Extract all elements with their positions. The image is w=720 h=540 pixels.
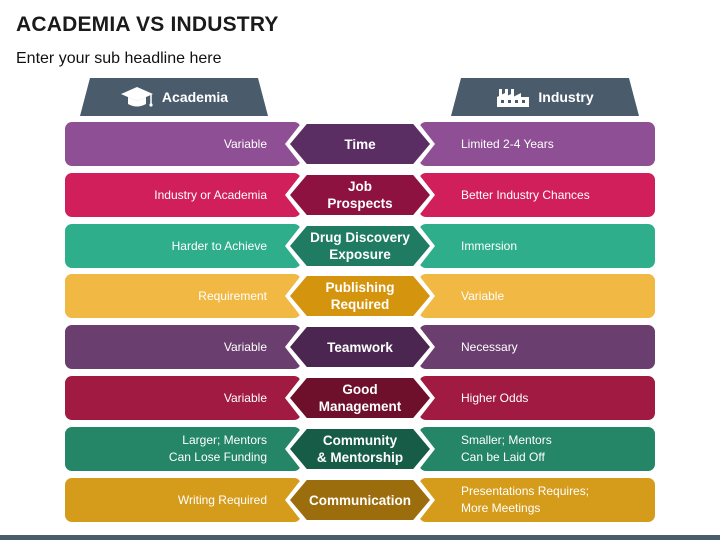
- industry-value: Limited 2-4 Years: [461, 136, 554, 151]
- industry-cell: Variable: [419, 274, 655, 318]
- academia-value: Larger; Mentors Can Lose Funding: [168, 433, 267, 464]
- comparison-row: Variable Higher Odds Good Management: [0, 375, 720, 421]
- academia-header-label: Academia: [161, 89, 229, 105]
- comparison-row: Industry or Academia Better Industry Chan…: [0, 172, 720, 218]
- category-label: Community & Mentorship: [290, 429, 430, 469]
- category-label: Drug Discovery Exposure: [290, 226, 430, 266]
- comparison-row: Variable Limited 2-4 Years Time: [0, 121, 720, 167]
- academia-cell: Requirement: [65, 274, 301, 318]
- academia-value: Industry or Academia: [154, 187, 267, 202]
- industry-cell: Higher Odds: [419, 376, 655, 420]
- academia-value: Variable: [223, 136, 267, 151]
- industry-value: Smaller; Mentors Can be Laid Off: [461, 433, 552, 464]
- industry-value: Higher Odds: [461, 390, 529, 405]
- industry-cell: Necessary: [419, 325, 655, 369]
- industry-cell: Better Industry Chances: [419, 173, 655, 217]
- academia-value: Variable: [223, 339, 267, 354]
- industry-header: Industry: [451, 78, 639, 116]
- category-hexagon: Job Prospects: [285, 172, 435, 218]
- academia-header: Academia: [80, 78, 268, 116]
- category-label: Teamwork: [290, 327, 430, 367]
- industry-value: Immersion: [461, 238, 518, 253]
- category-hexagon: Teamwork: [285, 324, 435, 370]
- academia-value: Variable: [223, 390, 267, 405]
- comparison-row: Harder to Achieve Immersion Drug Discovery…: [0, 223, 720, 269]
- industry-value: Presentations Requires; More Meetings: [461, 484, 590, 515]
- page-title: ACADEMIA VS INDUSTRY: [16, 13, 279, 36]
- comparison-row: Requirement Variable Publishing Required: [0, 273, 720, 319]
- page-subtitle: Enter your sub headline here: [16, 50, 222, 67]
- academia-value: Requirement: [198, 288, 267, 303]
- category-label: Publishing Required: [290, 276, 430, 316]
- category-label: Communication: [290, 480, 430, 520]
- category-hexagon: Time: [285, 121, 435, 167]
- category-label: Good Management: [290, 378, 430, 418]
- academia-cell: Larger; Mentors Can Lose Funding: [65, 427, 301, 471]
- industry-value: Better Industry Chances: [461, 187, 590, 202]
- academia-cell: Writing Required: [65, 478, 301, 522]
- category-label: Job Prospects: [290, 175, 430, 215]
- category-hexagon: Publishing Required: [285, 273, 435, 319]
- industry-cell: Smaller; Mentors Can be Laid Off: [419, 427, 655, 471]
- academia-cell: Variable: [65, 376, 301, 420]
- comparison-row: Larger; Mentors Can Lose Funding Smaller; …: [0, 426, 720, 472]
- academia-cell: Variable: [65, 325, 301, 369]
- industry-cell: Limited 2-4 Years: [419, 122, 655, 166]
- category-hexagon: Drug Discovery Exposure: [285, 223, 435, 269]
- category-hexagon: Community & Mentorship: [285, 426, 435, 472]
- footer-bar: [0, 535, 720, 540]
- category-label: Time: [290, 124, 430, 164]
- category-hexagon: Communication: [285, 477, 435, 523]
- academia-cell: Variable: [65, 122, 301, 166]
- comparison-row: Variable Necessary Teamwork: [0, 324, 720, 370]
- graduation-cap-icon: [120, 85, 154, 109]
- industry-header-label: Industry: [538, 89, 594, 105]
- industry-cell: Immersion: [419, 224, 655, 268]
- academia-cell: Industry or Academia: [65, 173, 301, 217]
- academia-cell: Harder to Achieve: [65, 224, 301, 268]
- academia-value: Harder to Achieve: [171, 238, 267, 253]
- industry-cell: Presentations Requires; More Meetings: [419, 478, 655, 522]
- factory-icon: [496, 85, 530, 109]
- industry-value: Variable: [461, 288, 505, 303]
- comparison-row: Writing Required Presentations Requires; M…: [0, 477, 720, 523]
- academia-value: Writing Required: [177, 492, 267, 507]
- industry-value: Necessary: [461, 339, 518, 354]
- category-hexagon: Good Management: [285, 375, 435, 421]
